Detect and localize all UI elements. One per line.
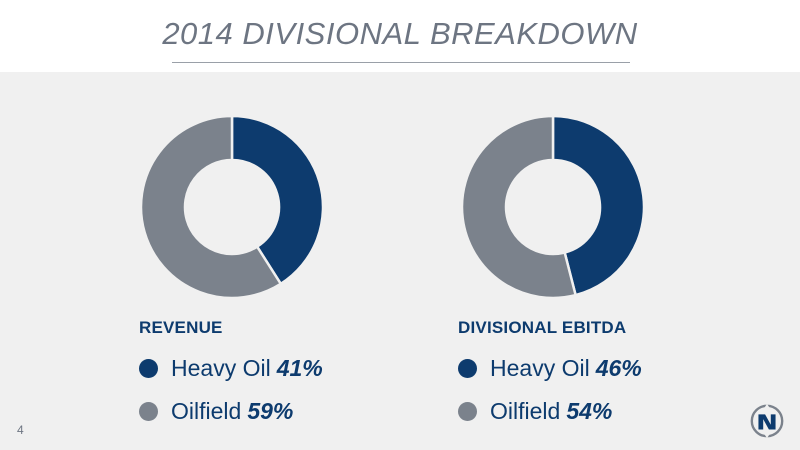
slide-title: 2014 DIVISIONAL BREAKDOWN — [162, 16, 638, 51]
ebitda-donut — [460, 114, 646, 300]
revenue-legend-oilfield: Oilfield 59% — [139, 398, 293, 425]
revenue-heading: REVENUE — [139, 318, 223, 337]
legend-label: Oilfield — [171, 398, 242, 424]
legend-value: 59% — [247, 398, 294, 424]
oilfield-dot-icon — [458, 402, 477, 421]
ebitda-heading: DIVISIONAL EBITDA — [458, 318, 627, 337]
legend-value: 54% — [566, 398, 613, 424]
ebitda-legend-oilfield: Oilfield 54% — [458, 398, 612, 425]
ebitda-legend-heavy-oil: Heavy Oil 46% — [458, 355, 642, 382]
legend-value: 41% — [276, 355, 323, 381]
oilfield-dot-icon — [139, 402, 158, 421]
revenue-donut — [139, 114, 325, 300]
page-number: 4 — [17, 423, 24, 437]
legend-label: Oilfield — [490, 398, 561, 424]
donut-slice-oilfield — [460, 114, 578, 300]
slide-header: 2014 DIVISIONAL BREAKDOWN — [0, 0, 800, 72]
heavy-oil-dot-icon — [458, 359, 477, 378]
donut-slice-oilfield — [139, 114, 283, 300]
company-logo-icon — [750, 403, 784, 439]
revenue-legend-heavy-oil: Heavy Oil 41% — [139, 355, 323, 382]
title-underline — [172, 62, 630, 63]
legend-value: 46% — [595, 355, 642, 381]
legend-label: Heavy Oil — [490, 355, 590, 381]
heavy-oil-dot-icon — [139, 359, 158, 378]
legend-label: Heavy Oil — [171, 355, 271, 381]
donut-slice-heavy-oil — [230, 114, 325, 286]
donut-slice-heavy-oil — [551, 114, 646, 297]
